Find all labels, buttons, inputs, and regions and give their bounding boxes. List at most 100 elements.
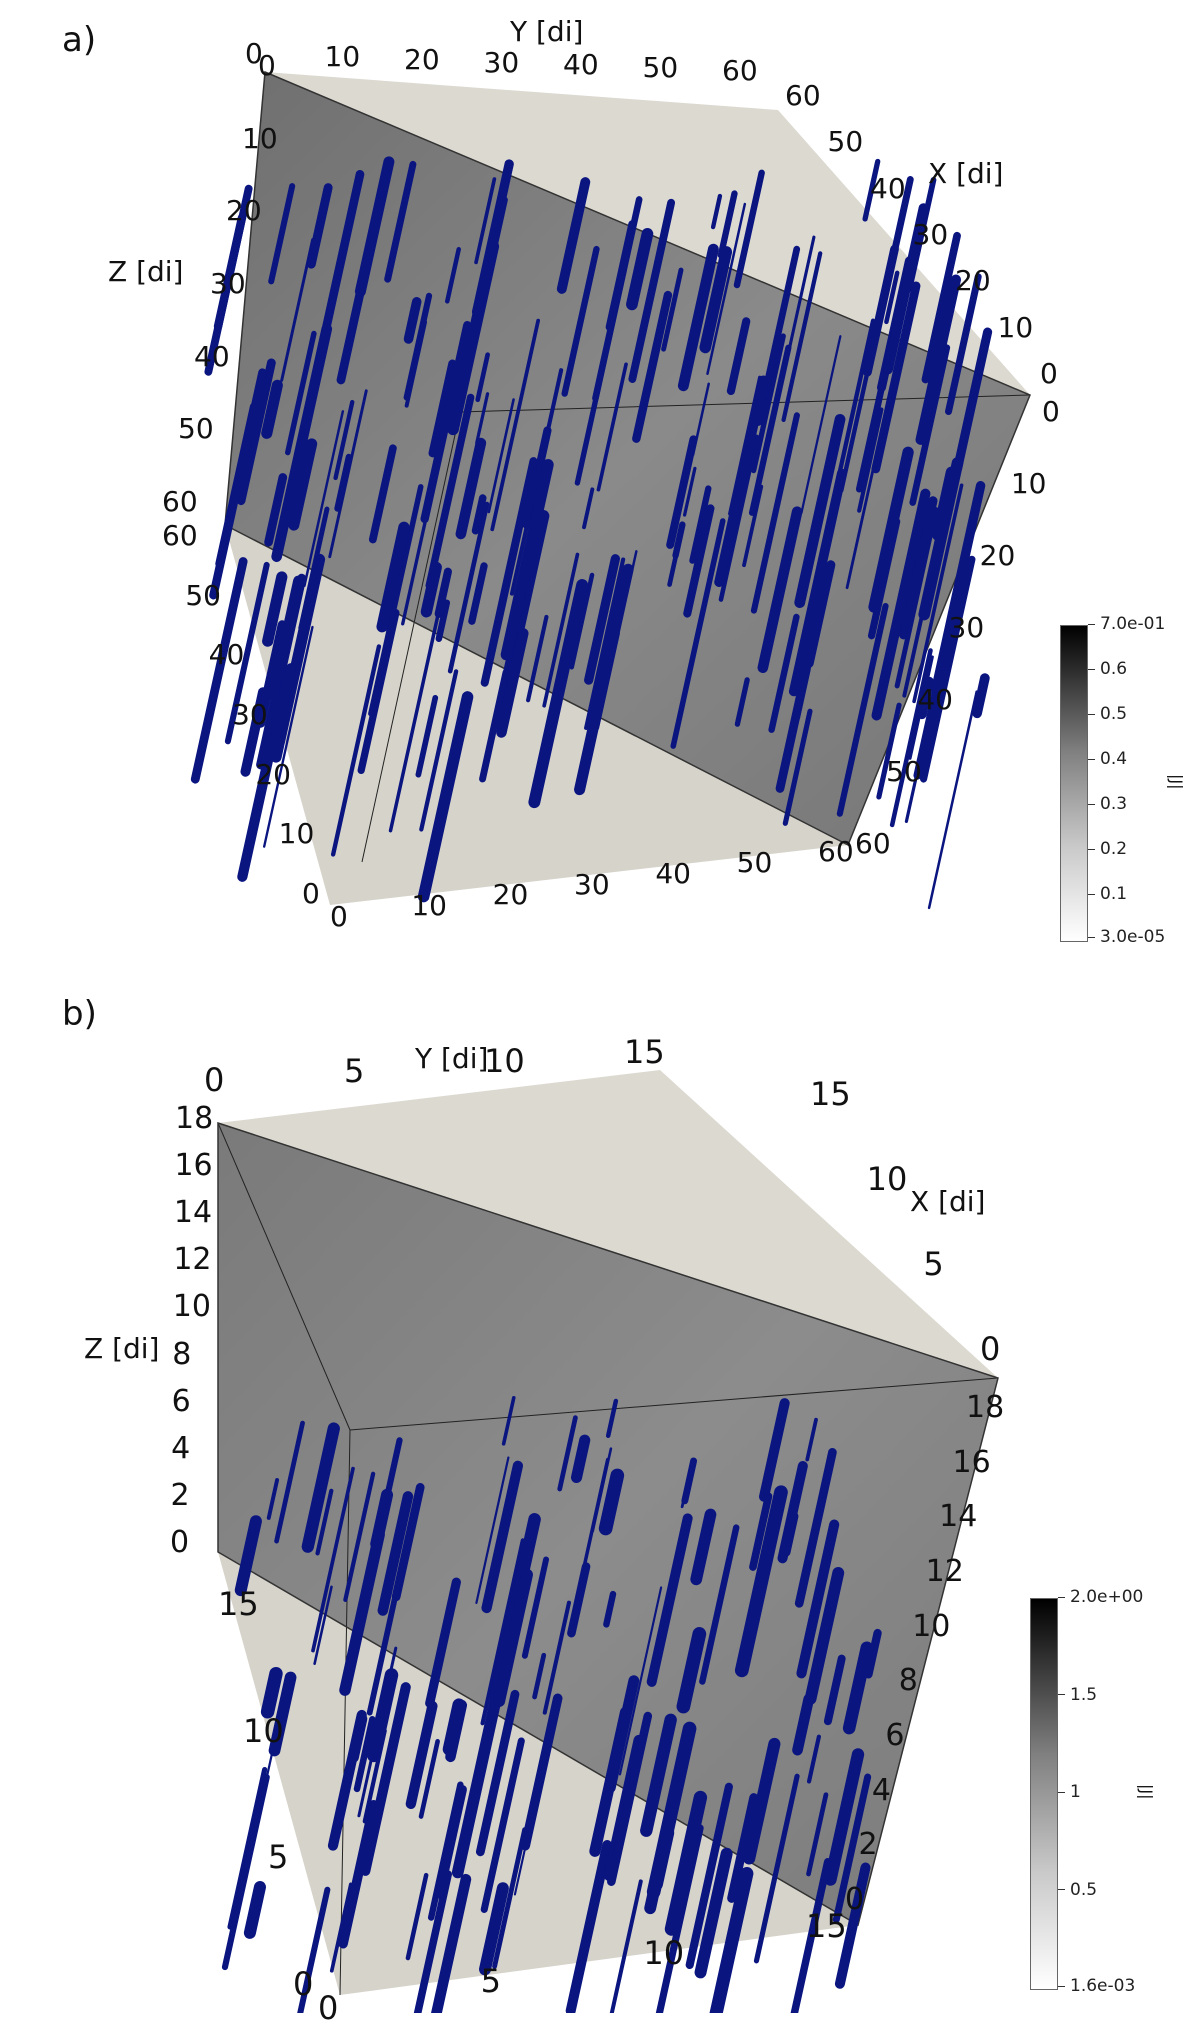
current-structure: [234, 1515, 262, 1597]
current-structure: [425, 1577, 461, 1708]
current-structure: [753, 1773, 800, 1964]
current-structure: [297, 1886, 331, 2013]
current-structure: [256, 620, 287, 728]
current-structure: [800, 335, 842, 515]
z-axis-tick: 60: [855, 827, 891, 860]
current-structure: [918, 457, 964, 621]
current-structure: [867, 517, 901, 640]
current-structure: [415, 694, 439, 778]
z-axis-tick: 40: [194, 339, 230, 373]
z-axis-tick: 0: [170, 1525, 190, 1560]
current-structure: [431, 1873, 472, 2013]
current-structure: [306, 183, 333, 269]
current-structure: [418, 1738, 440, 1819]
current-structure: [213, 213, 247, 331]
current-structure: [480, 1737, 525, 1913]
current-structure: [479, 1882, 509, 1976]
current-structure: [336, 236, 376, 385]
current-structure: [899, 496, 938, 640]
current-structures: [190, 156, 993, 910]
current-structure: [403, 296, 422, 344]
current-structure: [487, 196, 508, 272]
z-axis-tick: 0: [258, 49, 276, 82]
z-axis-tick: 14: [173, 1195, 213, 1231]
current-structure: [868, 446, 914, 613]
current-structure: [268, 183, 296, 285]
current-structure: [301, 1422, 340, 1553]
current-structure: [493, 1568, 533, 1707]
current-structure: [661, 267, 684, 352]
current-structure: [490, 318, 541, 532]
x-axis-tick: 15: [810, 1075, 851, 1113]
current-structure: [557, 1415, 578, 1492]
current-structure: [481, 1460, 523, 1614]
current-structure: [845, 449, 879, 590]
current-structure: [420, 561, 442, 618]
colorbar-title: |J|: [1167, 774, 1186, 790]
current-structure: [569, 572, 595, 670]
y-axis-tick: 20: [492, 878, 529, 912]
current-structure: [303, 410, 345, 587]
current-structure: [781, 251, 823, 423]
x-axis-tick: 50: [185, 578, 221, 612]
current-structure: [672, 521, 686, 559]
y-axis-tick: 40: [655, 856, 691, 890]
current-structure: [733, 169, 765, 289]
current-structure: [487, 398, 515, 514]
z-axis-tick: 30: [948, 611, 985, 644]
current-structure: [339, 1528, 385, 1696]
current-structure: [699, 246, 733, 354]
current-structure: [646, 1513, 693, 1687]
z-axis-tick: 18: [175, 1101, 214, 1136]
current-structure: [343, 1471, 376, 1602]
current-structure: [405, 1700, 438, 1810]
colorbar-tick: 0.5: [1088, 706, 1127, 723]
y-axis-tick: 5: [480, 1961, 502, 2000]
current-structure: [842, 1641, 874, 1735]
colorbar-min: 3.0e-05: [1088, 929, 1165, 946]
current-structure: [377, 1491, 414, 1616]
current-structure: [945, 273, 982, 416]
current-structure: [794, 1447, 837, 1608]
x-axis-tick: 10: [243, 1711, 284, 1750]
current-structure: [313, 1585, 333, 1665]
current-structure: [709, 1866, 754, 2013]
panel-label: a): [62, 20, 97, 60]
current-structure: [909, 344, 951, 506]
current-structure: [757, 506, 803, 674]
current-structure: [261, 379, 283, 439]
current-structure: [362, 1728, 387, 1824]
current-structure: [823, 318, 876, 537]
y-axis-tick: 10: [411, 889, 447, 923]
z-axis-tick: 10: [172, 1289, 211, 1325]
current-structure: [824, 1748, 865, 1886]
z-axis-tick: 16: [174, 1148, 213, 1184]
z-axis-tick: 12: [925, 1554, 964, 1589]
current-structure: [777, 1460, 808, 1564]
colorbar-max: 2.0e+00: [1058, 1589, 1143, 1606]
colorbar-tick: 0.4: [1088, 751, 1127, 768]
current-structure: [832, 1773, 872, 1924]
current-structure: [521, 1556, 550, 1659]
current-structure: [596, 362, 628, 492]
current-structure: [509, 368, 564, 596]
current-structure: [338, 1799, 379, 1949]
current-structure: [333, 399, 355, 481]
current-structure: [864, 1628, 882, 1679]
current-structure: [768, 613, 800, 733]
z-axis-tick: 6: [171, 1383, 191, 1419]
current-structure: [584, 554, 620, 685]
current-structure: [268, 1671, 297, 1757]
current-structure: [475, 1689, 520, 1857]
current-structure: [520, 1693, 563, 1851]
z-axis-tick: 16: [952, 1444, 991, 1480]
current-structure: [329, 1882, 353, 1973]
current-structure: [882, 349, 905, 439]
current-structure: [666, 435, 698, 549]
current-structure: [282, 426, 306, 511]
front-face: [225, 72, 1030, 845]
current-structure: [604, 1675, 640, 1793]
current-structure: [618, 1586, 663, 1776]
current-structure: [804, 1566, 845, 1705]
current-structure: [561, 245, 600, 397]
